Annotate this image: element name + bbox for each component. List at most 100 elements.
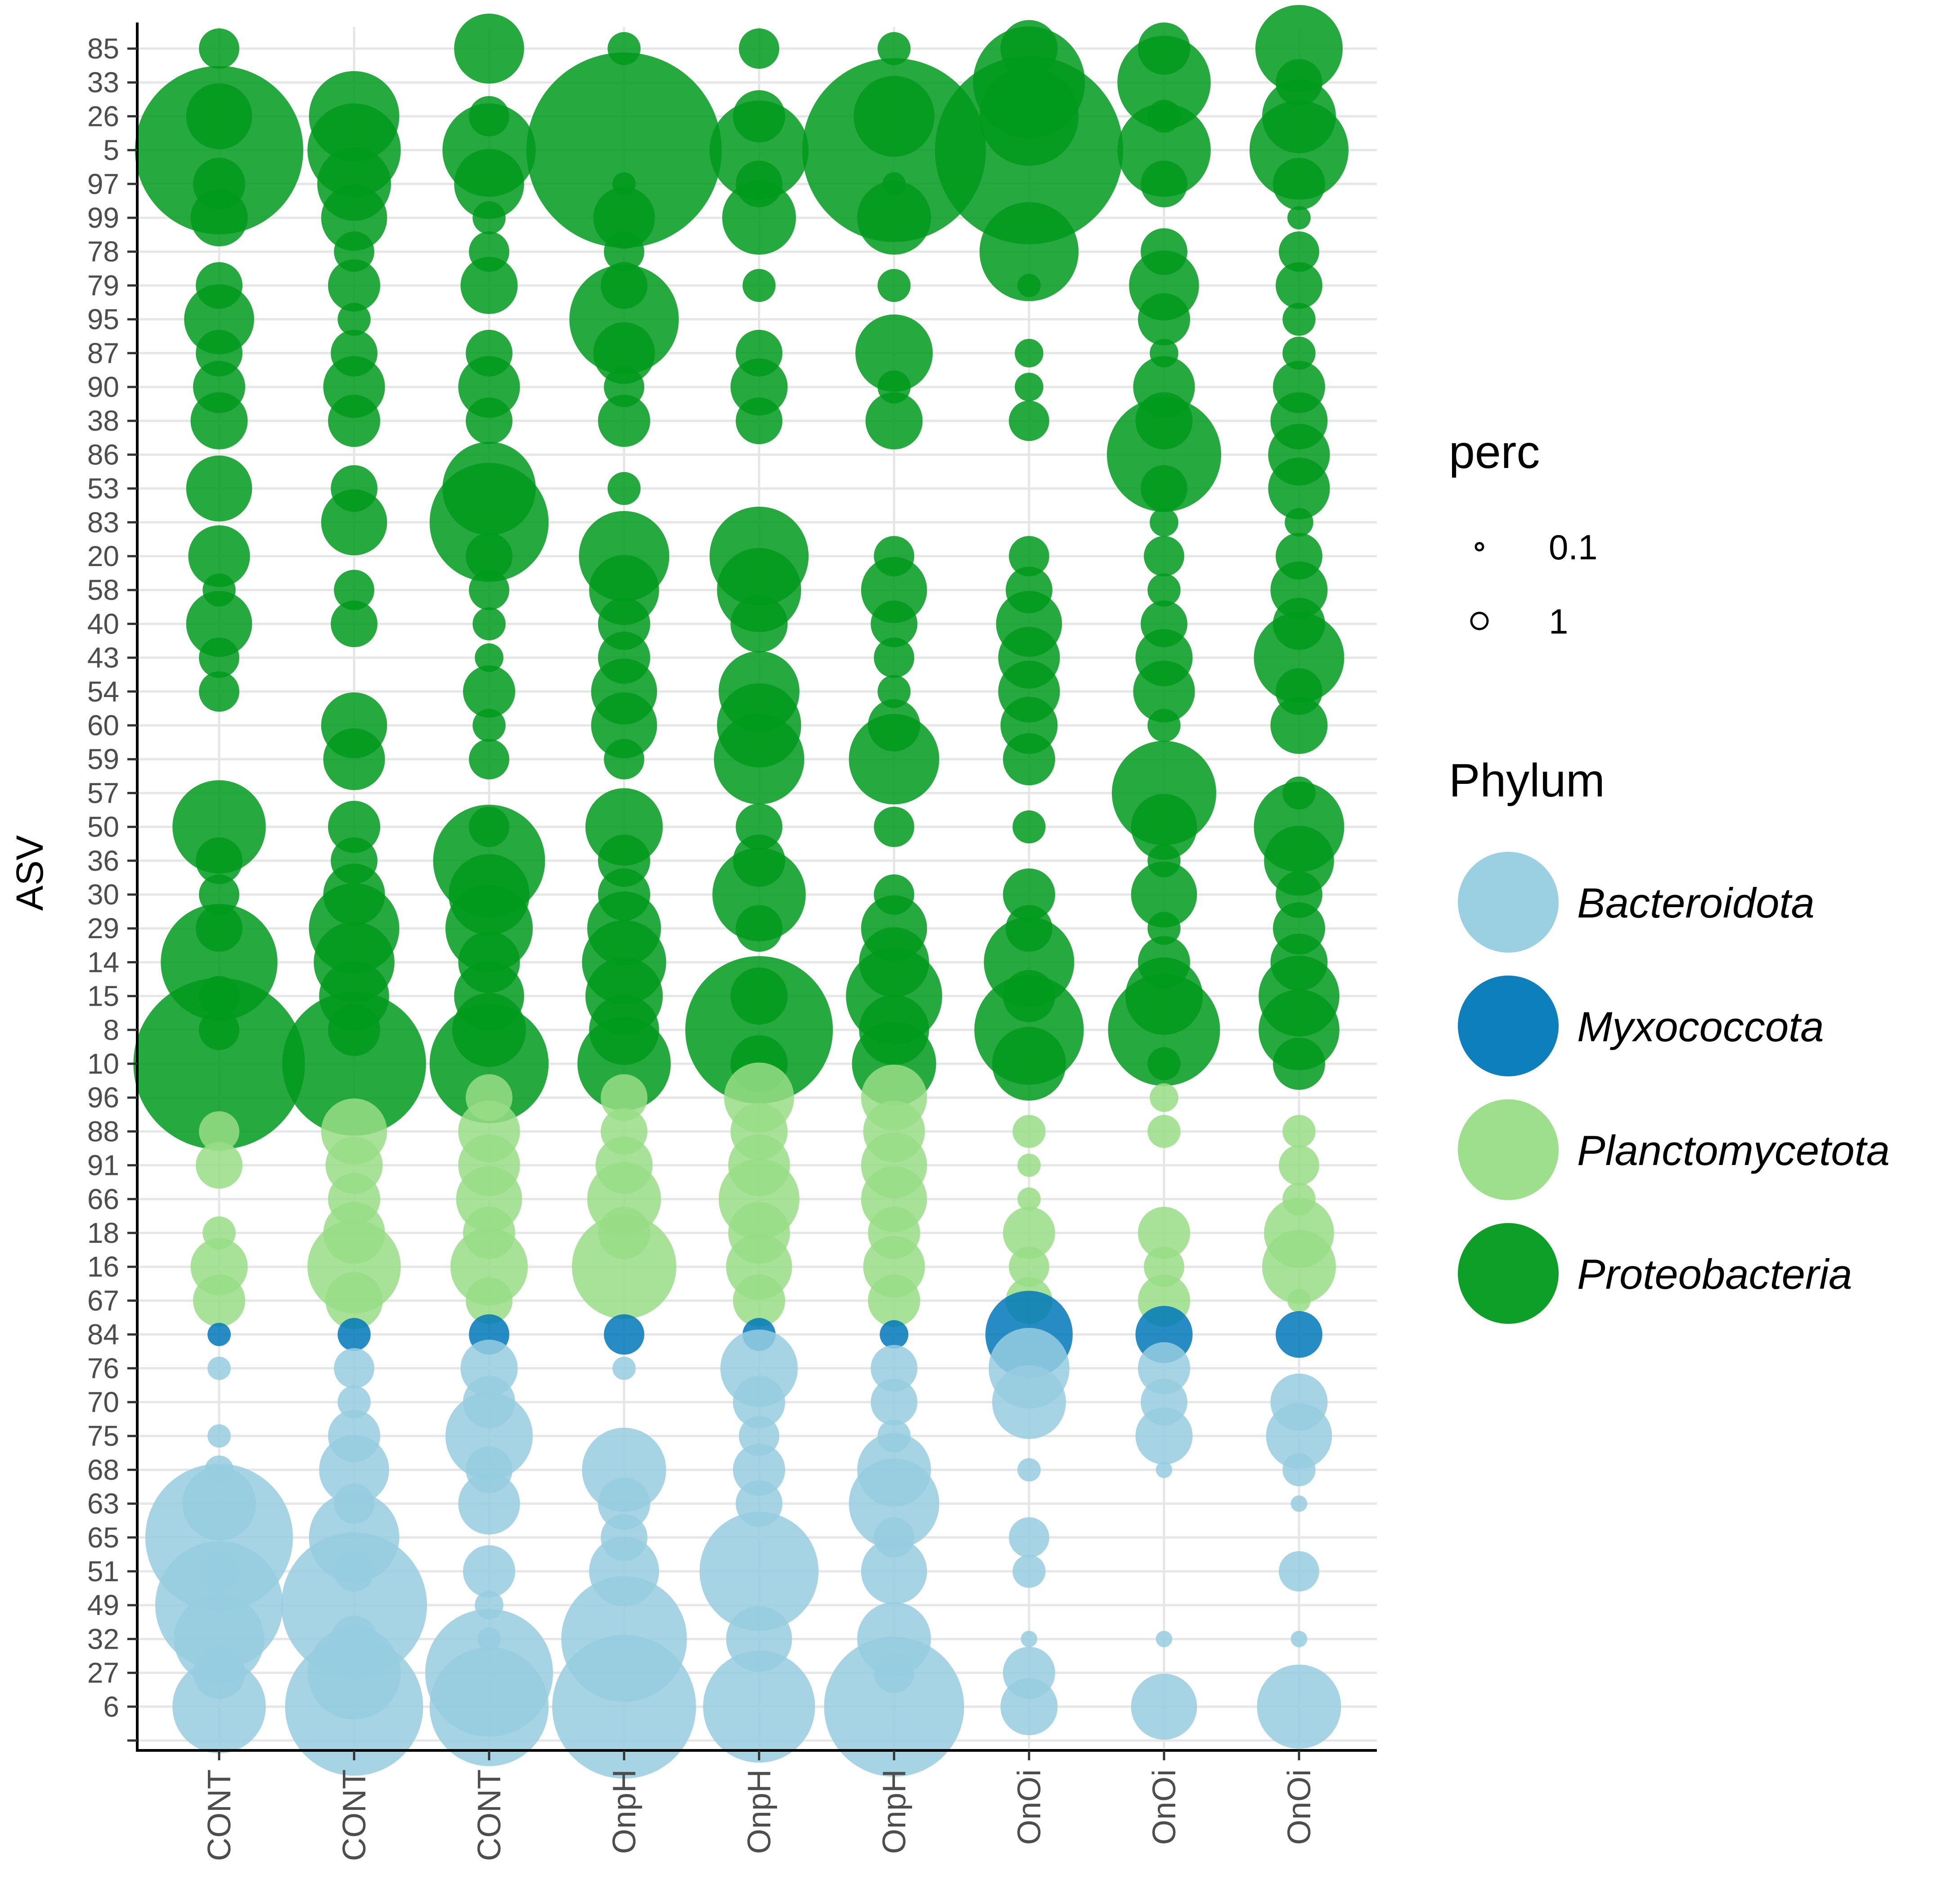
size-legend-label: 1 — [1549, 602, 1568, 641]
y-tick-label: 60 — [87, 709, 119, 742]
data-bubble — [1147, 1115, 1181, 1148]
data-bubble — [199, 637, 239, 678]
data-bubble — [1254, 612, 1344, 703]
data-bubble — [1147, 912, 1181, 945]
data-bubble — [1141, 160, 1187, 207]
data-bubble — [328, 395, 380, 447]
data-bubble — [207, 1424, 231, 1448]
data-bubble — [328, 259, 380, 312]
data-bubble — [855, 314, 933, 392]
data-bubble — [871, 1379, 917, 1426]
data-bubble — [1150, 1083, 1178, 1112]
data-bubble — [935, 56, 1124, 244]
data-bubble — [321, 489, 387, 556]
data-bubble — [733, 1376, 785, 1428]
data-bubble — [865, 392, 923, 450]
y-tick-label: 90 — [87, 371, 119, 403]
axes — [136, 22, 1377, 1752]
data-bubble — [429, 1647, 549, 1766]
data-bubble — [199, 671, 239, 712]
data-bubble — [607, 472, 641, 505]
data-bubble — [1290, 1631, 1308, 1647]
data-bubble — [1138, 1207, 1190, 1259]
x-tick-label: CONT — [202, 1769, 238, 1861]
data-bubble — [1012, 1555, 1046, 1588]
data-bubble — [1150, 508, 1178, 537]
y-tick-label: 26 — [87, 100, 119, 132]
phylum-legend-key — [1458, 1099, 1559, 1200]
data-bubble — [880, 1320, 908, 1349]
x-tick-label: CONT — [472, 1769, 508, 1861]
data-bubble — [285, 1637, 423, 1776]
data-bubble — [736, 397, 782, 445]
data-bubble — [466, 397, 512, 445]
data-bubble — [1138, 1342, 1190, 1394]
y-tick-label: 50 — [87, 811, 119, 843]
data-bubble — [1273, 157, 1325, 210]
y-tick-label: 33 — [87, 66, 119, 99]
y-tick-label: 66 — [87, 1183, 119, 1215]
data-bubble — [1155, 1631, 1173, 1647]
data-bubble — [733, 1274, 785, 1327]
data-bubble — [1268, 458, 1330, 520]
data-bubble — [601, 1074, 647, 1121]
data-bubble — [849, 1458, 940, 1549]
y-tick-label: 88 — [87, 1115, 119, 1147]
y-tick-label: 38 — [87, 405, 119, 437]
data-bubble — [1155, 1462, 1173, 1478]
data-bubble — [877, 32, 911, 65]
data-bubble — [1282, 337, 1316, 370]
y-tick-label: 57 — [87, 777, 119, 809]
y-tick-label: 36 — [87, 845, 119, 877]
data-bubble — [196, 837, 243, 884]
phylum-legend-label: Proteobacteria — [1577, 1250, 1852, 1298]
data-bubble — [593, 187, 655, 249]
data-bubble — [469, 739, 509, 780]
data-bubble — [604, 739, 644, 780]
data-bubble — [685, 956, 833, 1104]
data-bubble — [1276, 1311, 1322, 1358]
data-bubble — [861, 557, 927, 623]
data-bubble — [604, 1314, 644, 1355]
data-bubble — [824, 1637, 964, 1777]
y-tick-label: 70 — [87, 1386, 119, 1418]
y-tick-label: 29 — [87, 912, 119, 945]
data-bubble — [199, 28, 239, 69]
data-bubble — [475, 643, 503, 672]
data-bubble — [281, 1532, 427, 1678]
data-bubble — [1015, 339, 1043, 368]
data-bubble — [712, 848, 806, 941]
y-tick-label: 54 — [87, 675, 119, 708]
phylum-legend-label: Planctomycetota — [1577, 1127, 1890, 1174]
y-tick-label: 6 — [103, 1691, 119, 1723]
y-tick-label: 84 — [87, 1318, 119, 1351]
data-bubble — [1015, 373, 1043, 401]
y-tick-label: 95 — [87, 303, 119, 336]
phylum-legend-label: Myxococcota — [1577, 1003, 1824, 1050]
data-bubble — [1000, 1678, 1058, 1736]
data-bubble — [1012, 810, 1046, 844]
y-tick-label: 10 — [87, 1048, 119, 1080]
data-bubble — [1279, 231, 1319, 272]
data-bubble — [1264, 826, 1334, 896]
y-tick-label: 65 — [87, 1521, 119, 1554]
data-bubble — [730, 358, 788, 416]
data-bubble — [1147, 709, 1181, 742]
data-bubble — [190, 189, 248, 247]
data-bubble — [450, 1228, 528, 1306]
y-tick-label: 67 — [87, 1284, 119, 1317]
y-tick-label: 63 — [87, 1488, 119, 1520]
data-bubble — [1138, 293, 1190, 346]
data-bubble — [472, 201, 506, 234]
x-tick-labels: CONT CONT CONT OnpH OnpH OnpH OnOi OnOi OnOi — [202, 1750, 1317, 1861]
data-bubble — [1017, 1187, 1041, 1211]
data-bubble — [577, 1017, 671, 1111]
data-bubble — [1135, 1407, 1193, 1465]
data-bubble — [207, 1356, 231, 1380]
data-bubble — [472, 607, 506, 641]
data-bubble — [463, 665, 515, 718]
y-tick-label: 79 — [87, 269, 119, 301]
y-tick-labels: 8533265979978799587903886538320584043546… — [87, 32, 137, 1742]
data-bubble — [207, 1322, 231, 1346]
